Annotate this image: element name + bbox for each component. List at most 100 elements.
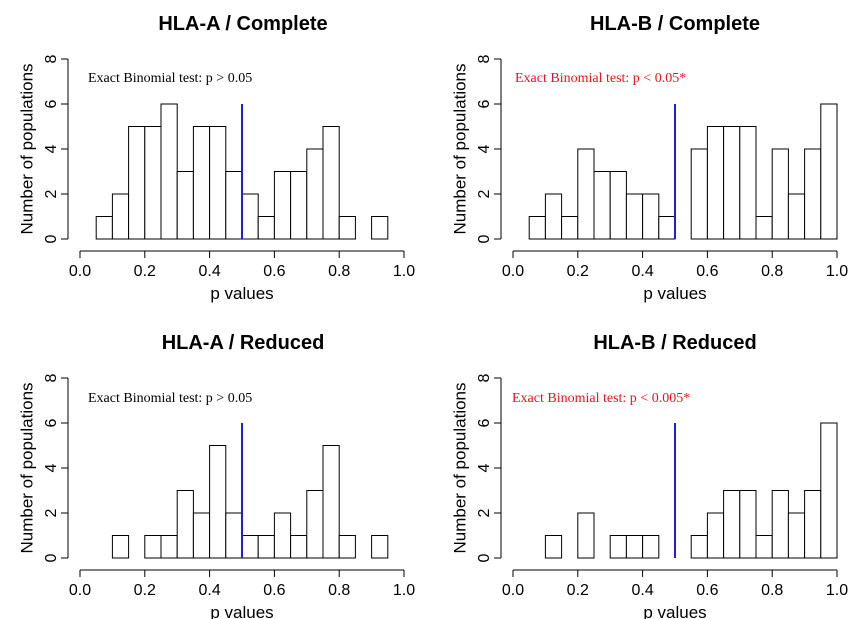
histogram-panel-1: HLA-A / Complete Exact Binomial test: p >… (17, 13, 415, 303)
histogram-bar (787, 193, 806, 240)
x-tick-label: 0.0 (69, 582, 91, 599)
y-tick-label: 6 (476, 418, 493, 427)
histogram-bar (273, 171, 292, 240)
x-tick-label: 0.4 (631, 582, 653, 599)
histogram-bar (176, 171, 194, 240)
histogram-bar (771, 490, 789, 559)
x-tick-label: 0.6 (263, 263, 285, 280)
histogram-bar (739, 490, 757, 559)
x-tick-label: 0.2 (134, 582, 156, 599)
x-tick-label: 0.4 (198, 263, 220, 280)
histogram-bar (593, 171, 611, 240)
y-tick-label: 6 (476, 99, 493, 108)
histogram-bar (642, 193, 660, 240)
histogram-bar (111, 535, 130, 559)
y-axis-label: Number of populations (17, 382, 36, 553)
histogram-bar (723, 126, 741, 240)
histogram-bar (209, 126, 227, 240)
x-tick-label: 1.0 (826, 263, 848, 280)
binomial-test-annotation: Exact Binomial test: p > 0.05 (88, 391, 252, 406)
histogram-panel-3: HLA-A / Reduced Exact Binomial test: p > … (17, 332, 415, 619)
histogram-bar (723, 490, 741, 559)
histogram-bar (706, 126, 725, 240)
x-tick-label: 0.4 (198, 582, 220, 599)
chart-title: HLA-B / Complete (590, 13, 760, 35)
y-tick-label: 2 (476, 189, 493, 198)
x-tick-label: 0.2 (134, 263, 156, 280)
x-tick-label: 0.6 (263, 582, 285, 599)
x-tick-label: 0.8 (761, 263, 783, 280)
y-tick-label: 8 (43, 54, 60, 63)
histogram-bar (804, 148, 822, 240)
x-tick-label: 0.6 (696, 263, 718, 280)
histogram-bar (706, 512, 725, 559)
histogram-bar (192, 126, 211, 240)
y-tick-label: 0 (43, 553, 60, 562)
histogram-bar (561, 216, 579, 240)
histogram-bar (371, 535, 389, 559)
histogram-bar (338, 535, 356, 559)
y-tick-label: 0 (43, 234, 60, 243)
histogram-bar (609, 171, 627, 240)
histogram-bar (771, 148, 789, 240)
x-axis-label: p values (210, 603, 273, 619)
histogram-bar (739, 126, 757, 240)
y-tick-label: 4 (43, 144, 60, 153)
histogram-bar (209, 445, 227, 559)
histogram-bar (241, 535, 259, 559)
y-tick-label: 8 (476, 54, 493, 63)
x-tick-label: 0.2 (567, 263, 589, 280)
y-tick-label: 6 (43, 99, 60, 108)
histogram-bar (755, 535, 773, 559)
histogram-panel-2: HLA-B / Complete Exact Binomial test: p <… (450, 13, 848, 303)
x-tick-label: 0.0 (502, 582, 524, 599)
histogram-bar (322, 445, 340, 559)
histogram-bar (577, 512, 595, 559)
histogram-bar (290, 171, 308, 240)
histogram-bar (755, 216, 773, 240)
y-tick-label: 8 (476, 373, 493, 382)
histogram-bar (690, 535, 708, 559)
histogram-bar (577, 148, 595, 240)
histogram-bar (544, 535, 563, 559)
histogram-bar (225, 512, 243, 559)
histogram-bar (95, 216, 113, 240)
x-tick-label: 0.0 (69, 263, 91, 280)
y-tick-label: 4 (476, 144, 493, 153)
y-tick-label: 0 (476, 234, 493, 243)
histogram-bar (160, 103, 178, 240)
histogram-bar (658, 216, 676, 240)
histogram-bar (128, 126, 146, 240)
x-axis-label: p values (210, 284, 273, 303)
x-tick-label: 0.4 (631, 263, 653, 280)
binomial-test-annotation: Exact Binomial test: p < 0.005* (512, 391, 690, 406)
histogram-bar (160, 535, 178, 559)
histogram-bar (144, 126, 162, 240)
y-tick-label: 2 (43, 508, 60, 517)
x-tick-label: 1.0 (826, 582, 848, 599)
histogram-bar (257, 535, 275, 559)
x-tick-label: 0.6 (696, 582, 718, 599)
histogram-bar (690, 148, 708, 240)
x-tick-label: 0.2 (567, 582, 589, 599)
histogram-bar (306, 490, 324, 559)
chart-title: HLA-A / Reduced (162, 332, 325, 354)
binomial-test-annotation: Exact Binomial test: p < 0.05* (515, 71, 686, 86)
histogram-bar (192, 512, 211, 559)
histogram-bar (257, 216, 275, 240)
histogram-bar (176, 490, 194, 559)
x-tick-label: 0.8 (761, 582, 783, 599)
histogram-bar (306, 148, 324, 240)
x-tick-label: 0.8 (328, 582, 350, 599)
histogram-bar (322, 126, 340, 240)
histogram-bar (371, 216, 389, 240)
histogram-bar (544, 193, 563, 240)
y-tick-label: 2 (43, 189, 60, 198)
y-tick-label: 2 (476, 508, 493, 517)
y-tick-label: 8 (43, 373, 60, 382)
histogram-bar (338, 216, 356, 240)
chart-title: HLA-A / Complete (158, 13, 327, 35)
y-axis-label: Number of populations (17, 63, 36, 234)
chart-title: HLA-B / Reduced (593, 332, 756, 354)
